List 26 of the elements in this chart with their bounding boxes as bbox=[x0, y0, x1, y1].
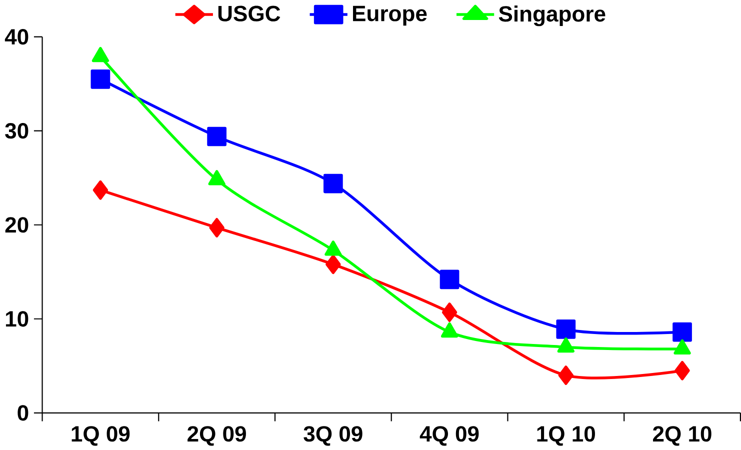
legend-label: USGC bbox=[218, 6, 280, 22]
x-tick-label: 2Q 10 bbox=[653, 426, 712, 446]
x-tick-label: 4Q 09 bbox=[420, 426, 479, 446]
point bbox=[558, 365, 574, 385]
y-tick-label: 10 bbox=[6, 310, 28, 326]
point bbox=[556, 319, 576, 339]
x-tick-label: 3Q 09 bbox=[304, 426, 362, 446]
point bbox=[674, 360, 690, 380]
point bbox=[92, 180, 108, 200]
legend-label: Singapore bbox=[498, 5, 606, 26]
x-tick-label: 1Q 10 bbox=[537, 426, 595, 446]
point bbox=[207, 126, 226, 146]
point bbox=[323, 174, 343, 194]
legend-label: Europe bbox=[353, 6, 427, 26]
point bbox=[326, 254, 341, 274]
x-tick-label: 2Q 09 bbox=[188, 426, 246, 446]
point bbox=[440, 270, 460, 289]
point bbox=[442, 302, 458, 322]
point bbox=[672, 322, 692, 342]
y-tick-label: 0 bbox=[18, 404, 28, 421]
point bbox=[209, 218, 224, 238]
y-tick-label: 20 bbox=[5, 216, 28, 232]
y-tick-label: 40 bbox=[4, 28, 28, 44]
x-tick-label: 1Q 09 bbox=[72, 426, 130, 446]
y-tick-label: 30 bbox=[5, 122, 28, 138]
point bbox=[90, 69, 110, 89]
